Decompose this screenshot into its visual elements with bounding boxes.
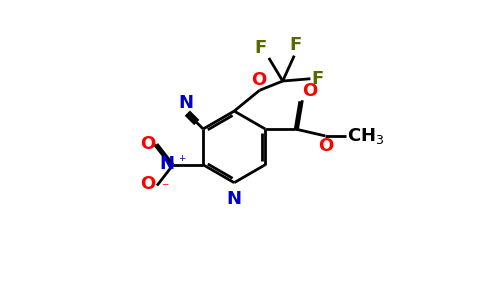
Text: F: F — [254, 39, 267, 57]
Text: N: N — [227, 190, 242, 208]
Text: O: O — [251, 71, 266, 89]
Text: $^+$: $^+$ — [177, 155, 187, 168]
Text: F: F — [289, 37, 302, 55]
Text: F: F — [312, 70, 324, 88]
Text: O: O — [140, 135, 156, 153]
Text: O: O — [140, 176, 156, 194]
Text: N: N — [159, 155, 174, 173]
Text: N: N — [179, 94, 194, 112]
Text: $^-$: $^-$ — [161, 182, 171, 194]
Text: O: O — [302, 82, 318, 100]
Text: O: O — [318, 137, 333, 155]
Text: CH$_3$: CH$_3$ — [347, 126, 385, 146]
